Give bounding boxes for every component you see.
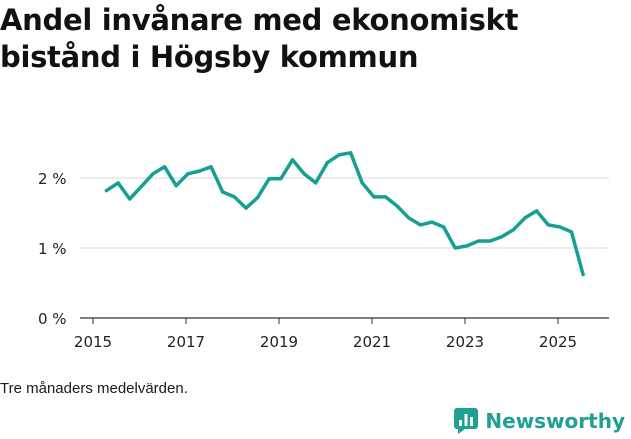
data-point-3: [139, 184, 143, 188]
data-point-15: [279, 177, 283, 181]
chart-footnote: Tre månaders medelvärden.: [0, 380, 188, 397]
series-line-0: [104, 151, 585, 277]
data-point-9: [209, 165, 213, 169]
data-point-27: [418, 223, 422, 227]
data-point-13: [256, 196, 260, 200]
data-point-17: [302, 172, 306, 176]
data-point-5: [163, 165, 167, 169]
data-point-0: [104, 189, 109, 193]
data-point-29: [442, 225, 446, 229]
data-point-36: [523, 216, 527, 220]
data-point-23: [372, 195, 376, 199]
y-tick-label-2: 2 %: [38, 170, 67, 188]
data-point-4: [151, 172, 155, 176]
data-point-20: [337, 153, 341, 157]
data-point-40: [569, 230, 574, 234]
data-point-16: [290, 158, 295, 162]
x-tick-label-4: 2023: [446, 333, 484, 351]
data-point-39: [558, 225, 562, 229]
data-point-7: [186, 172, 190, 176]
data-point-28: [430, 220, 434, 224]
data-point-32: [476, 239, 481, 243]
data-point-37: [535, 209, 539, 213]
data-point-25: [395, 204, 399, 208]
x-tick-label-2: 2019: [260, 333, 298, 351]
chart-title: Andel invånare med ekonomiskt bistånd i …: [0, 3, 519, 74]
data-point-21: [349, 151, 353, 155]
data-point-38: [546, 223, 550, 227]
bar-chart-logo-icon: [454, 408, 479, 434]
gridlines: [80, 177, 609, 319]
data-point-12: [244, 206, 248, 210]
brand-name: Newsworthy: [485, 409, 625, 433]
x-axis: 2015 2017 2019 2021 2023 2025: [74, 318, 577, 351]
data-point-10: [221, 190, 225, 194]
data-point-11: [232, 195, 236, 199]
x-tick-label-3: 2021: [353, 333, 391, 351]
data-point-41: [581, 273, 585, 277]
data-point-22: [360, 181, 364, 185]
x-tick-label-0: 2015: [74, 333, 112, 351]
data-point-1: [116, 181, 120, 185]
data-point-31: [465, 244, 469, 248]
x-tick-label-5: 2025: [539, 333, 577, 351]
series-group: [104, 151, 585, 277]
data-point-8: [197, 169, 202, 173]
data-point-14: [267, 177, 271, 181]
data-point-24: [383, 195, 388, 199]
data-point-30: [453, 246, 457, 250]
y-tick-label-1: 1 %: [38, 240, 67, 258]
data-point-34: [500, 235, 504, 239]
data-point-26: [407, 216, 411, 220]
data-point-2: [128, 197, 132, 201]
y-axis: 0 % 1 % 2 %: [38, 170, 67, 328]
newsworthy-brand: Newsworthy: [454, 408, 625, 434]
data-point-35: [511, 228, 515, 232]
x-tick-label-1: 2017: [167, 333, 205, 351]
y-tick-label-0: 0 %: [38, 310, 67, 328]
data-point-18: [314, 181, 318, 185]
data-point-33: [488, 239, 492, 243]
data-point-19: [325, 161, 329, 165]
data-point-6: [174, 184, 178, 188]
